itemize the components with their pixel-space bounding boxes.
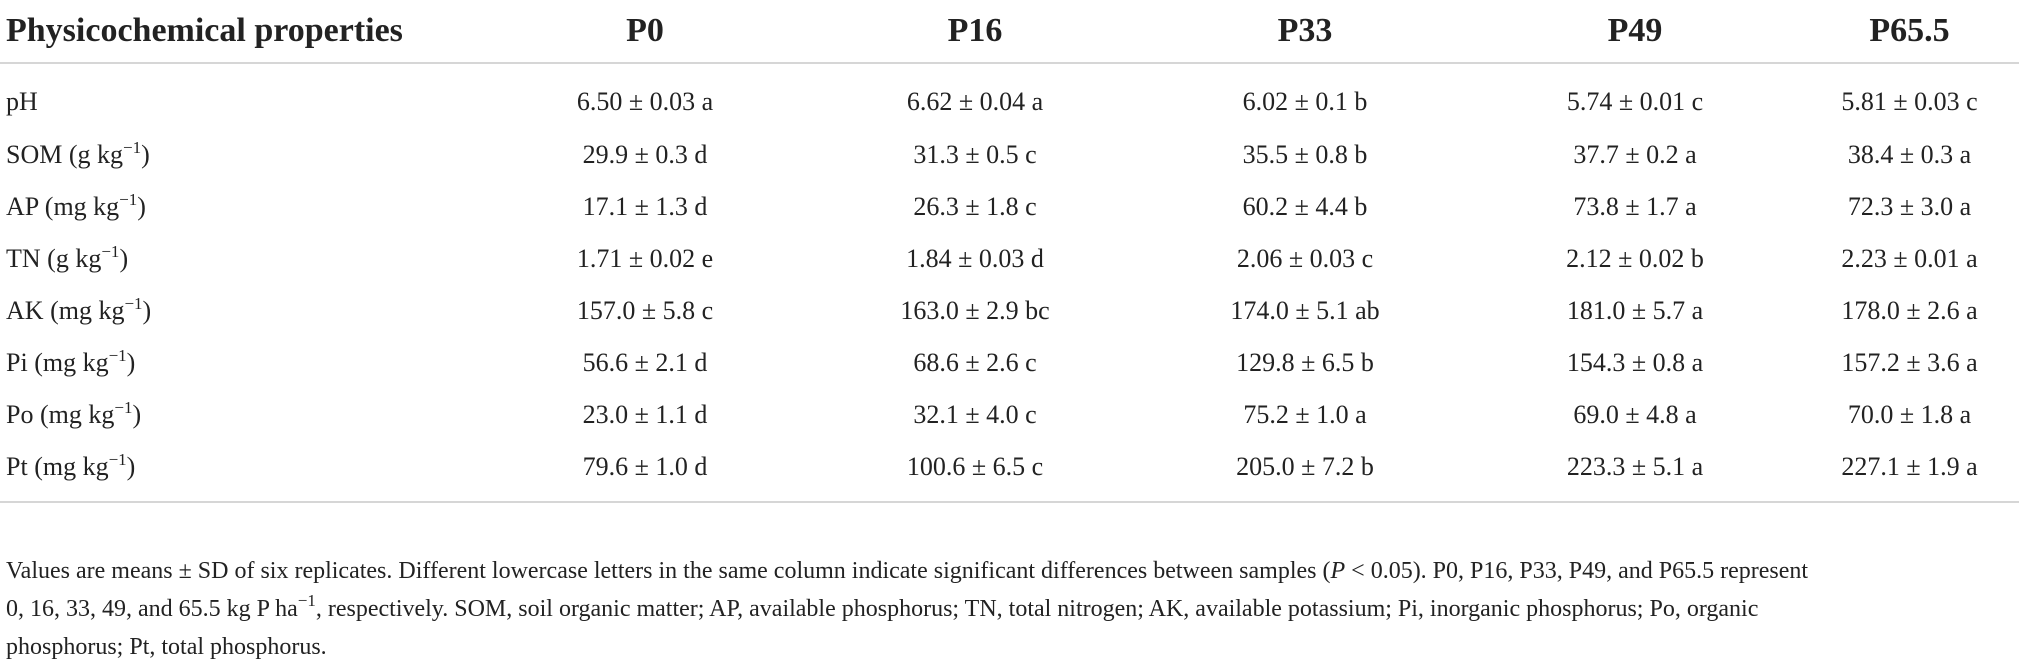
- table-cell: 56.6 ± 2.1 d: [582, 348, 708, 377]
- table-row: Po (mg kg−1) 23.0 ± 1.1 d 32.1 ± 4.0 c 75.2…: [0, 389, 2019, 441]
- table-row: SOM (g kg−1) 29.9 ± 0.3 d 31.3 ± 0.5 c 35.5…: [0, 129, 2019, 181]
- table-cell: 79.6 ± 1.0 d: [480, 441, 810, 503]
- header-row: Physicochemical properties P0 P16 P33 P49 P65…: [0, 0, 2019, 64]
- table-cell: 174.0 ± 5.1 ab: [1230, 296, 1380, 325]
- row-label: Pt (mg kg−1): [0, 441, 480, 503]
- column-header-p49: P49: [1470, 0, 1800, 64]
- column-header-property: Physicochemical properties: [0, 0, 480, 64]
- table-cell: 227.1 ± 1.9 a: [1800, 441, 2019, 503]
- column-header-p0: P0: [480, 0, 810, 64]
- table-cell: 163.0 ± 2.9 bc: [900, 296, 1050, 325]
- table-cell: 100.6 ± 6.5 c: [810, 441, 1140, 503]
- table-cell: 2.23 ± 0.01 a: [1841, 244, 1978, 273]
- table-cell: 70.0 ± 1.8 a: [1847, 400, 1972, 429]
- row-label: AP (mg kg−1): [6, 190, 146, 221]
- footnote-line-1: Values are means ± SD of six replicates.…: [6, 558, 1809, 584]
- table-cell: 5.81 ± 0.03 c: [1841, 86, 1978, 116]
- column-header-p33: P33: [1140, 0, 1470, 64]
- table-cell: 69.0 ± 4.8 a: [1573, 400, 1697, 429]
- table-cell: 2.12 ± 0.02 b: [1566, 244, 1704, 273]
- table-cell: 6.50 ± 0.03 a: [576, 86, 714, 116]
- table-cell: 72.3 ± 3.0 a: [1847, 192, 1972, 221]
- table-cell: 38.4 ± 0.3 a: [1847, 140, 1972, 169]
- table-cell: 6.62 ± 0.04 a: [906, 86, 1044, 116]
- table-cell: 68.6 ± 2.6 c: [913, 348, 1037, 377]
- table-cell: 26.3 ± 1.8 c: [913, 192, 1037, 221]
- row-label: AK (mg kg−1): [6, 294, 152, 325]
- table-row: AP (mg kg−1) 17.1 ± 1.3 d 26.3 ± 1.8 c 60.2…: [0, 181, 2019, 233]
- table-cell: 37.7 ± 0.2 a: [1573, 140, 1697, 169]
- table-cell: 35.5 ± 0.8 b: [1242, 140, 1368, 169]
- table-cell: 29.9 ± 0.3 d: [582, 140, 708, 169]
- table-cell: 154.3 ± 0.8 a: [1566, 348, 1704, 377]
- row-label: TN (g kg−1): [6, 242, 129, 273]
- row-label: Po (mg kg−1): [6, 398, 142, 429]
- column-header-p16: P16: [810, 0, 1140, 64]
- table-cell: 60.2 ± 4.4 b: [1242, 192, 1368, 221]
- table-row: TN (g kg−1) 1.71 ± 0.02 e 1.84 ± 0.03 d 2.0…: [0, 233, 2019, 285]
- table-cell: 178.0 ± 2.6 a: [1841, 296, 1978, 325]
- table-body: pH 6.50 ± 0.03 a 6.62 ± 0.04 a 6.02 ± 0.1 b…: [0, 63, 2019, 503]
- table-cell: 1.84 ± 0.03 d: [906, 244, 1044, 273]
- table-cell: 223.3 ± 5.1 a: [1470, 441, 1800, 503]
- table-cell: 6.02 ± 0.1 b: [1242, 86, 1368, 116]
- table-cell: 157.2 ± 3.6 a: [1841, 348, 1978, 377]
- table-row: Pt (mg kg−1) 79.6 ± 1.0 d 100.6 ± 6.5 c 205…: [0, 441, 2019, 503]
- footnote-line-3: phosphorus; Pt, total phosphorus.: [6, 634, 327, 660]
- table-footnote: Values are means ± SD of six replicates.…: [6, 552, 2006, 666]
- row-label: SOM (g kg−1): [6, 138, 150, 169]
- table-cell: 73.8 ± 1.7 a: [1573, 192, 1697, 221]
- table-cell: 2.06 ± 0.03 c: [1236, 244, 1374, 273]
- row-label: Pi (mg kg−1): [6, 346, 136, 377]
- table-row: Pi (mg kg−1) 56.6 ± 2.1 d 68.6 ± 2.6 c 129.…: [0, 337, 2019, 389]
- table-cell: 157.0 ± 5.8 c: [576, 296, 714, 325]
- row-label: pH: [6, 86, 38, 116]
- physicochemical-table: Physicochemical properties P0 P16 P33 P49 P65…: [0, 0, 2019, 503]
- table-cell: 23.0 ± 1.1 d: [582, 400, 708, 429]
- table-row: AK (mg kg−1) 157.0 ± 5.8 c 163.0 ± 2.9 bc 1…: [0, 285, 2019, 337]
- table-row: pH 6.50 ± 0.03 a 6.62 ± 0.04 a 6.02 ± 0.1 b…: [0, 63, 2019, 129]
- table-cell: 129.8 ± 6.5 b: [1236, 348, 1374, 377]
- table-cell: 1.71 ± 0.02 e: [576, 244, 714, 273]
- table-cell: 32.1 ± 4.0 c: [913, 400, 1037, 429]
- table-cell: 205.0 ± 7.2 b: [1140, 441, 1470, 503]
- table-cell: 17.1 ± 1.3 d: [582, 192, 708, 221]
- table-cell: 5.74 ± 0.01 c: [1566, 86, 1704, 116]
- table-cell: 181.0 ± 5.7 a: [1566, 296, 1704, 325]
- footnote-line-2: 0, 16, 33, 49, and 65.5 kg P ha−1, respe…: [6, 591, 1759, 622]
- table-cell: 75.2 ± 1.0 a: [1243, 400, 1367, 429]
- table-cell: 31.3 ± 0.5 c: [913, 140, 1037, 169]
- column-header-p65-5: P65.5: [1800, 0, 2019, 64]
